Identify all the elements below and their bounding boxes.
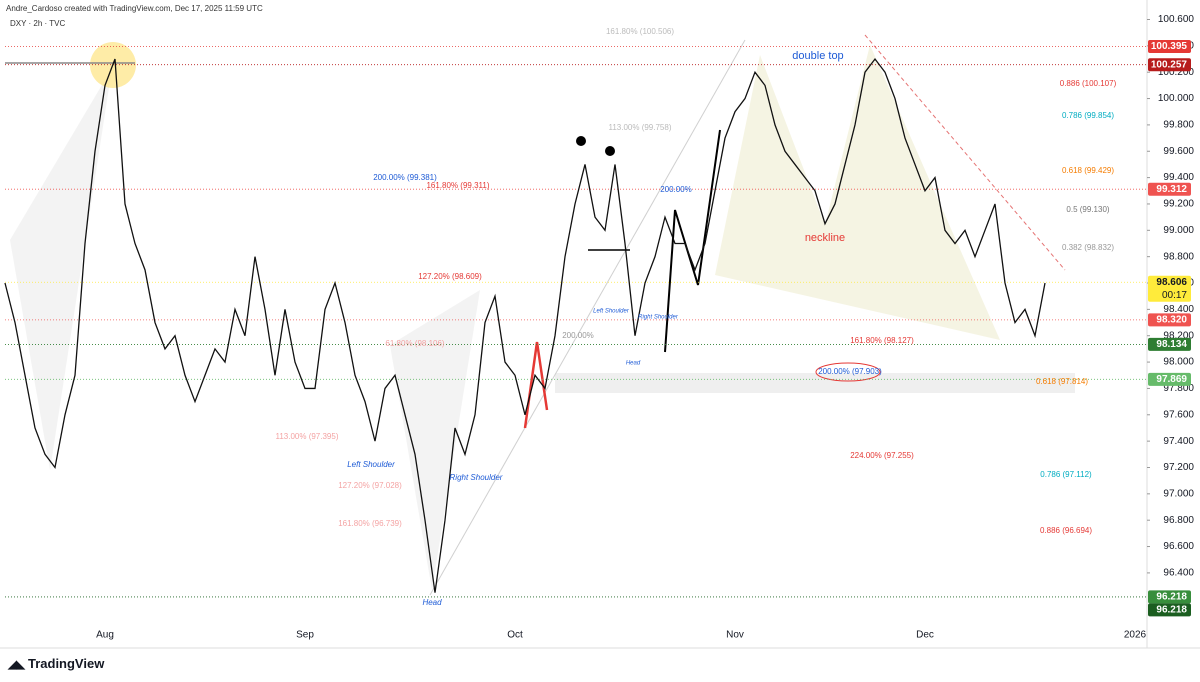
y-tick-label: 98.400 <box>1163 304 1194 315</box>
y-tick-label: 98.800 <box>1163 251 1194 262</box>
y-tick-label: 97.200 <box>1163 462 1194 473</box>
y-tick-label: 99.000 <box>1163 225 1194 236</box>
y-tick-label: 96.800 <box>1163 515 1194 526</box>
price-label-box <box>1148 40 1191 54</box>
price-label: 96.218 <box>1156 605 1187 616</box>
brand: ◢◣ TradingView <box>7 656 105 671</box>
annotation: 0.382 (98.832) <box>1062 243 1114 252</box>
price-label-box <box>1148 603 1191 617</box>
annotation: 161.80% (96.739) <box>338 519 402 528</box>
annotation: 200.00% <box>660 185 692 194</box>
annotation: Right Shoulder <box>638 315 679 321</box>
credit: Andre_Cardoso created with TradingView.c… <box>6 4 263 13</box>
price-label: 96.218 <box>1156 592 1187 603</box>
x-tick-label: Oct <box>507 630 523 641</box>
y-tick-label: 99.600 <box>1163 146 1194 157</box>
annotation: 0.886 (100.107) <box>1060 79 1117 88</box>
annotation: 127.20% (97.028) <box>338 481 402 490</box>
zone <box>555 373 1075 393</box>
x-tick-label: Aug <box>96 630 114 641</box>
brand-text: TradingView <box>28 656 105 671</box>
price-label-box <box>1148 590 1191 604</box>
pattern-shape <box>10 68 112 470</box>
y-tick-label: 100.200 <box>1158 67 1195 78</box>
y-tick-label: 100.600 <box>1158 14 1195 25</box>
annotation: 0.618 (99.429) <box>1062 166 1114 175</box>
annotation: 161.80% (100.506) <box>606 27 674 36</box>
annotation: 200.00% (97.903) <box>818 367 882 376</box>
annotation: double top <box>792 50 843 62</box>
price-label: 100.257 <box>1151 59 1188 70</box>
annotation: 0.5 (99.130) <box>1066 205 1109 214</box>
y-tick-label: 97.600 <box>1163 409 1194 420</box>
y-tick-label: 97.800 <box>1163 383 1194 394</box>
y-tick-label: 96.400 <box>1163 568 1194 579</box>
trendline <box>864 34 1066 271</box>
x-tick-label: Nov <box>726 630 744 641</box>
pattern-shape <box>390 290 480 590</box>
price-sublabel: 00:17 <box>1162 290 1187 301</box>
y-tick-label: 97.000 <box>1163 488 1194 499</box>
x-tick-label: Dec <box>916 630 934 641</box>
y-tick-label: 100.000 <box>1158 93 1195 104</box>
price-label-box <box>1148 58 1191 72</box>
price-label: 99.312 <box>1156 184 1187 195</box>
double-top-shape <box>715 45 1000 340</box>
annotation: Head <box>422 598 442 607</box>
annotation: 127.20% (98.609) <box>418 272 482 281</box>
annotation: 200.00% <box>562 331 594 340</box>
annotation: Head <box>626 361 641 367</box>
drawings <box>5 34 1075 596</box>
price-label-box <box>1148 337 1191 351</box>
annotation: Left Shoulder <box>347 460 395 469</box>
annotation: 0.786 (99.854) <box>1062 111 1114 120</box>
annotation: 0.618 (97.814) <box>1036 377 1088 386</box>
annotation: 113.00% (99.758) <box>608 123 671 132</box>
price-label: 97.869 <box>1156 374 1187 385</box>
y-tick-label: 98.200 <box>1163 330 1194 341</box>
trendline <box>429 39 746 596</box>
annotation: 224.00% (97.255) <box>850 451 914 460</box>
annotation: 200.00% (99.381) <box>373 173 437 182</box>
annotation: 161.80% (99.311) <box>426 181 489 190</box>
price-label: 98.134 <box>1156 339 1187 350</box>
price-line-series <box>4 57 1046 593</box>
y-tick-label: 99.200 <box>1163 199 1194 210</box>
y-tick-label: 99.400 <box>1163 172 1194 183</box>
annotation: neckline <box>805 232 845 244</box>
price-label-box <box>1148 372 1191 386</box>
y-tick-label: 98.000 <box>1163 357 1194 368</box>
symbol: DXY · 2h · TVC <box>10 19 66 28</box>
annotation: 61.80% (98.106) <box>385 339 444 348</box>
annotation: Left Shoulder <box>593 309 630 315</box>
x-tick-label: Sep <box>296 630 314 641</box>
annotation: 113.00% (97.395) <box>275 432 338 441</box>
y-tick-label: 96.600 <box>1163 541 1194 552</box>
dot <box>605 146 615 156</box>
price-label: 98.606 <box>1156 277 1187 288</box>
x-tick-label: 2026 <box>1124 630 1147 641</box>
price-label-box <box>1148 275 1191 302</box>
circle-mark <box>815 362 881 382</box>
price-label-box <box>1148 182 1191 196</box>
price-label-box <box>1148 313 1191 327</box>
dot <box>576 136 586 146</box>
annotation: 0.786 (97.112) <box>1040 470 1092 479</box>
y-tick-label: 99.800 <box>1163 120 1194 131</box>
price-label: 98.320 <box>1156 315 1187 326</box>
annotation: 0.886 (96.694) <box>1040 526 1092 535</box>
annotation: Right Shoulder <box>450 473 503 482</box>
price-label: 100.395 <box>1151 41 1188 52</box>
annotation: 161.80% (98.127) <box>850 336 914 345</box>
y-tick-label: 97.400 <box>1163 436 1194 447</box>
